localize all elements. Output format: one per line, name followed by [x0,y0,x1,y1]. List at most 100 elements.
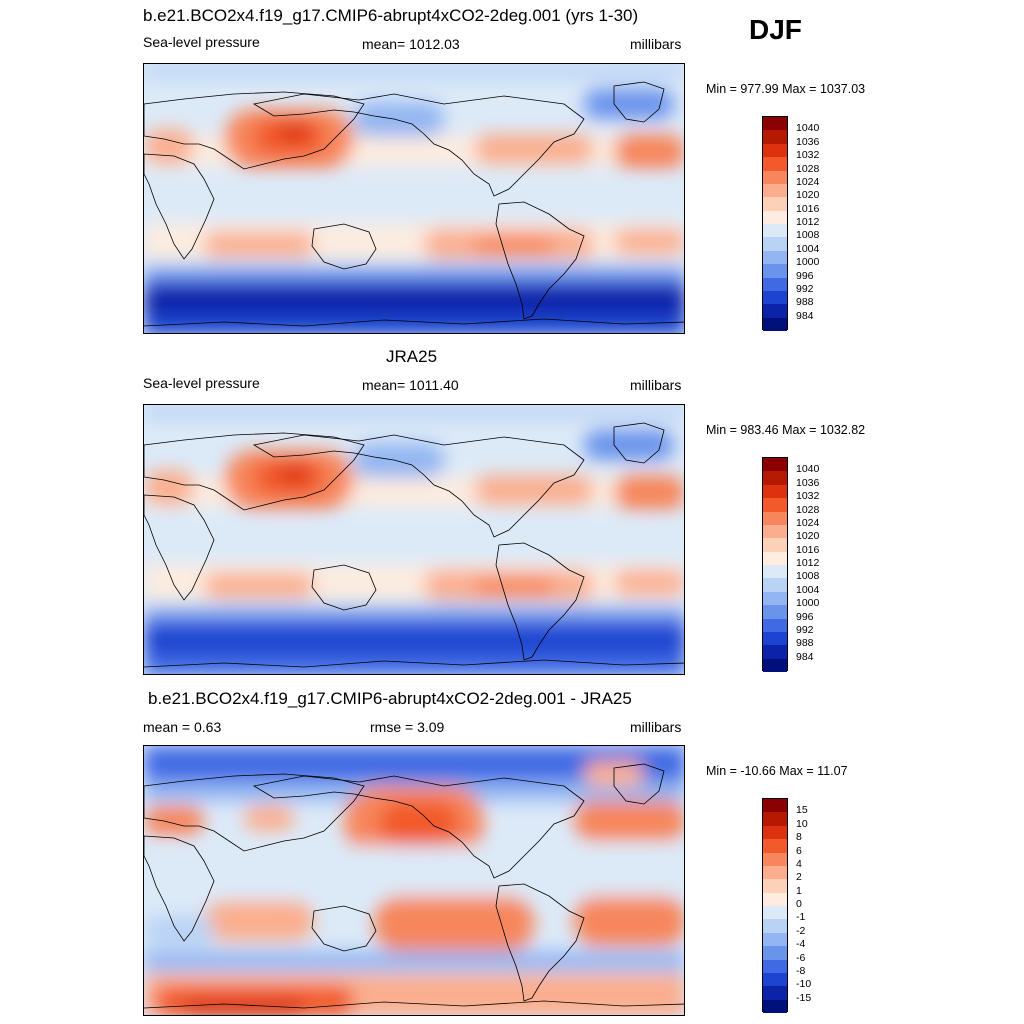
colorbar-label: 996 [796,269,814,282]
colorbar-swatch [763,865,787,880]
colorbar-swatch [763,631,787,646]
panel-2-colorbar [762,457,788,672]
colorbar-swatch [763,892,787,906]
colorbar-swatch [763,250,787,265]
panel-3-minmax: Min = -10.66 Max = 11.07 [706,764,848,778]
panel-1-units: millibars [630,36,682,52]
colorbar-swatch [763,157,787,171]
colorbar-label: 988 [796,296,814,309]
colorbar-label: 10 [796,817,808,830]
season-label: DJF [749,14,802,45]
colorbar-label: 1016 [796,202,820,215]
colorbar-label: 1000 [796,597,820,610]
colorbar-swatch [763,317,787,331]
colorbar-label: 992 [796,623,814,636]
colorbar-swatch [763,565,787,579]
colorbar-swatch [763,511,787,525]
panel-2-mean: mean= 1011.40 [362,377,459,393]
colorbar-swatch [763,498,787,512]
colorbar-label: 984 [796,309,814,322]
colorbar-swatch [763,304,787,318]
colorbar-swatch [763,879,787,893]
colorbar-label: 1024 [796,175,820,188]
colorbar-swatch [763,130,787,144]
colorbar-label: 1040 [796,122,820,135]
colorbar-label: 2 [796,871,802,884]
colorbar-label: -1 [796,911,806,924]
colorbar-label: 1016 [796,543,820,556]
panel-1-colorbar [762,116,788,331]
colorbar-label: 1020 [796,189,820,202]
colorbar-label: -8 [796,964,806,977]
colorbar-label: -15 [796,991,812,1004]
colorbar-label: 15 [796,804,808,817]
colorbar-label: -2 [796,924,806,937]
colorbar-swatch [763,658,787,672]
colorbar-swatch [763,237,787,251]
colorbar-label: -10 [796,978,812,991]
panel-3-mean: mean = 0.63 [143,719,222,735]
colorbar-label: 1028 [796,162,820,175]
colorbar-label: 1008 [796,570,820,583]
colorbar-label: -4 [796,938,806,951]
colorbar-swatch [763,458,787,472]
colorbar-swatch [763,538,787,552]
colorbar-swatch [763,618,787,632]
panel-1-title: b.e21.BCO2x4.f19_g17.CMIP6-abrupt4xCO2-2… [143,6,639,25]
colorbar-label: 984 [796,650,814,663]
colorbar-swatch [763,524,787,539]
colorbar-label: 1040 [796,463,820,476]
colorbar-swatch [763,143,787,158]
colorbar-swatch [763,170,787,184]
colorbar-label: 1 [796,884,802,897]
colorbar-swatch [763,972,787,987]
panel-3-units: millibars [630,719,682,735]
colorbar-label: 996 [796,610,814,623]
colorbar-swatch [763,825,787,840]
colorbar-label: 1000 [796,256,820,269]
colorbar-label: 1032 [796,149,820,162]
panel-1-left-label: Sea-level pressure [143,34,260,50]
colorbar-swatch [763,906,787,920]
colorbar-swatch [763,591,787,606]
colorbar-swatch [763,277,787,291]
colorbar-swatch [763,946,787,960]
panel-1-minmax: Min = 977.99 Max = 1037.03 [706,82,866,96]
colorbar-swatch [763,290,787,305]
colorbar-swatch [763,183,787,198]
colorbar-swatch [763,484,787,499]
panel-3-map [143,745,685,1016]
colorbar-swatch [763,605,787,619]
colorbar-swatch [763,578,787,592]
colorbar-swatch [763,959,787,973]
colorbar-label: 1032 [796,490,820,503]
colorbar-swatch [763,210,787,224]
panel-3-title: b.e21.BCO2x4.f19_g17.CMIP6-abrupt4xCO2-2… [148,689,632,708]
colorbar-label: 1036 [796,476,820,489]
colorbar-swatch [763,919,787,933]
colorbar-label: 1020 [796,530,820,543]
panel-2-minmax: Min = 983.46 Max = 1032.82 [706,423,866,437]
colorbar-swatch [763,551,787,565]
panel-2-map [143,404,685,675]
colorbar-label: 1004 [796,583,820,596]
colorbar-label: 992 [796,282,814,295]
colorbar-swatch [763,932,787,947]
panel-2-left-label: Sea-level pressure [143,375,260,391]
colorbar-swatch [763,986,787,1000]
colorbar-swatch [763,999,787,1013]
colorbar-label: 1012 [796,557,820,569]
colorbar-swatch [763,264,787,278]
colorbar-label: 8 [796,831,802,844]
colorbar-swatch [763,197,787,211]
colorbar-swatch [763,812,787,826]
colorbar-label: 4 [796,857,802,870]
panel-3-colorbar [762,798,788,1013]
colorbar-label: 1024 [796,516,820,529]
colorbar-swatch [763,852,787,866]
panel-2-units: millibars [630,377,682,393]
colorbar-swatch [763,224,787,238]
colorbar-label: 6 [796,844,802,857]
colorbar-swatch [763,471,787,485]
panel-1-mean: mean= 1012.03 [362,36,460,52]
